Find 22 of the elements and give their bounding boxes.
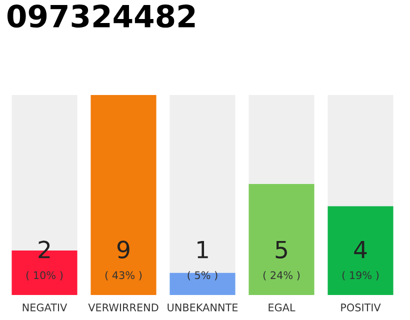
bar <box>248 95 314 184</box>
annotation: ( 19% ) <box>342 271 379 280</box>
x-tick-label: UNBEKANNTE <box>168 304 238 312</box>
bar <box>170 95 236 273</box>
x-tick-label: POSITIV <box>341 304 381 312</box>
bar <box>328 206 394 295</box>
annotation: ( 10% ) <box>26 271 63 280</box>
bar <box>328 95 394 206</box>
annotation: ( 5% ) <box>188 271 218 280</box>
x-tick-label: VERWIRREND <box>88 304 158 312</box>
data-label: 5 <box>276 240 287 259</box>
bar <box>248 184 314 295</box>
bar <box>90 95 156 295</box>
bar <box>170 272 236 295</box>
x-tick-label: NEGATIV <box>22 304 68 312</box>
chart-title: 097324482 <box>7 4 195 28</box>
data-label: 1 <box>198 240 208 258</box>
x-tick-label: EGAL <box>268 304 296 312</box>
annotation: ( 24% ) <box>263 271 300 280</box>
data-label: 9 <box>117 240 130 259</box>
annotation: ( 43% ) <box>105 271 142 280</box>
data-label: 4 <box>354 240 367 258</box>
